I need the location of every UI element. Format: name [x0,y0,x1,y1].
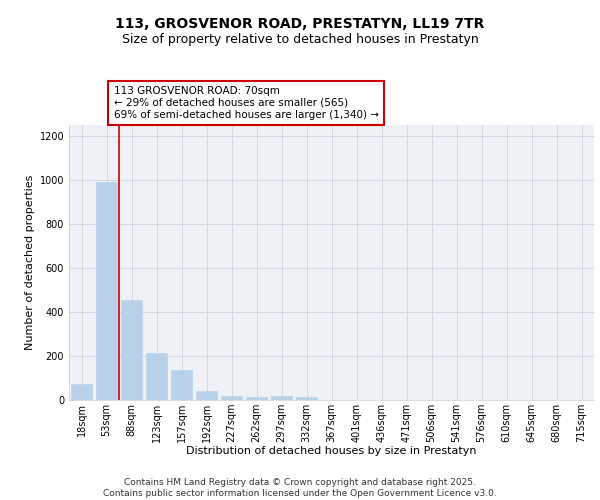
Bar [96,182,117,400]
Bar [171,370,192,400]
X-axis label: Distribution of detached houses by size in Prestatyn: Distribution of detached houses by size … [186,446,477,456]
Bar [71,384,92,400]
Bar [221,396,242,400]
Text: 113, GROSVENOR ROAD, PRESTATYN, LL19 7TR: 113, GROSVENOR ROAD, PRESTATYN, LL19 7TR [115,18,485,32]
Bar [196,391,217,400]
Bar [121,300,142,400]
Bar [146,352,167,400]
Bar [296,396,317,400]
Text: 113 GROSVENOR ROAD: 70sqm
← 29% of detached houses are smaller (565)
69% of semi: 113 GROSVENOR ROAD: 70sqm ← 29% of detac… [113,86,379,120]
Bar [271,396,292,400]
Text: Size of property relative to detached houses in Prestatyn: Size of property relative to detached ho… [122,32,478,46]
Text: Contains HM Land Registry data © Crown copyright and database right 2025.
Contai: Contains HM Land Registry data © Crown c… [103,478,497,498]
Bar [246,397,267,400]
Y-axis label: Number of detached properties: Number of detached properties [25,175,35,350]
